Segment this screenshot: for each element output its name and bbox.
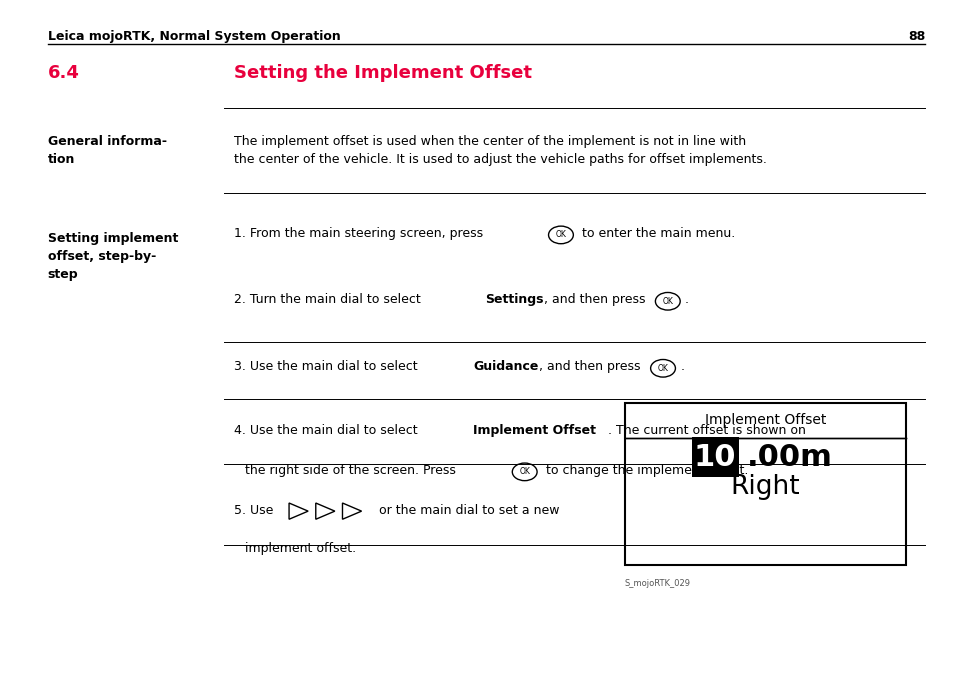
Text: Implement Offset: Implement Offset — [704, 414, 825, 427]
Text: or the main dial to set a new: or the main dial to set a new — [375, 504, 558, 517]
Text: Leica mojoRTK, Normal System Operation: Leica mojoRTK, Normal System Operation — [48, 30, 340, 43]
Text: OK: OK — [518, 467, 530, 477]
Text: .: . — [679, 360, 683, 373]
FancyBboxPatch shape — [624, 403, 905, 565]
Text: to enter the main menu.: to enter the main menu. — [578, 227, 735, 240]
Text: implement offset.: implement offset. — [245, 542, 355, 554]
Text: The implement offset is used when the center of the implement is not in line wit: The implement offset is used when the ce… — [233, 135, 766, 167]
Text: Implement Offset: Implement Offset — [473, 424, 596, 437]
Text: .: . — [684, 293, 688, 306]
Text: .00m: .00m — [745, 443, 832, 472]
Text: Right: Right — [730, 475, 800, 500]
FancyBboxPatch shape — [692, 437, 738, 477]
Text: OK: OK — [555, 230, 566, 240]
Text: 88: 88 — [907, 30, 924, 43]
Text: S_mojoRTK_029: S_mojoRTK_029 — [624, 579, 690, 588]
Text: OK: OK — [661, 297, 673, 306]
Text: 10: 10 — [693, 443, 736, 472]
Text: 4. Use the main dial to select: 4. Use the main dial to select — [233, 424, 421, 437]
Text: 1. From the main steering screen, press: 1. From the main steering screen, press — [233, 227, 486, 240]
Text: the right side of the screen. Press: the right side of the screen. Press — [245, 464, 459, 477]
Text: , and then press: , and then press — [543, 293, 649, 306]
Text: General informa-
tion: General informa- tion — [48, 135, 167, 167]
Text: , and then press: , and then press — [538, 360, 644, 373]
Text: Setting the Implement Offset: Setting the Implement Offset — [233, 64, 531, 83]
Text: 5. Use: 5. Use — [233, 504, 276, 517]
Text: 3. Use the main dial to select: 3. Use the main dial to select — [233, 360, 421, 373]
Text: Guidance: Guidance — [473, 360, 538, 373]
Text: 6.4: 6.4 — [48, 64, 79, 83]
Text: Setting implement
offset, step-by-
step: Setting implement offset, step-by- step — [48, 232, 178, 281]
Text: 2. Turn the main dial to select: 2. Turn the main dial to select — [233, 293, 424, 306]
Text: Settings: Settings — [484, 293, 542, 306]
Text: to change the implement offset.: to change the implement offset. — [541, 464, 747, 477]
Text: . The current offset is shown on: . The current offset is shown on — [607, 424, 804, 437]
Text: OK: OK — [657, 364, 668, 373]
